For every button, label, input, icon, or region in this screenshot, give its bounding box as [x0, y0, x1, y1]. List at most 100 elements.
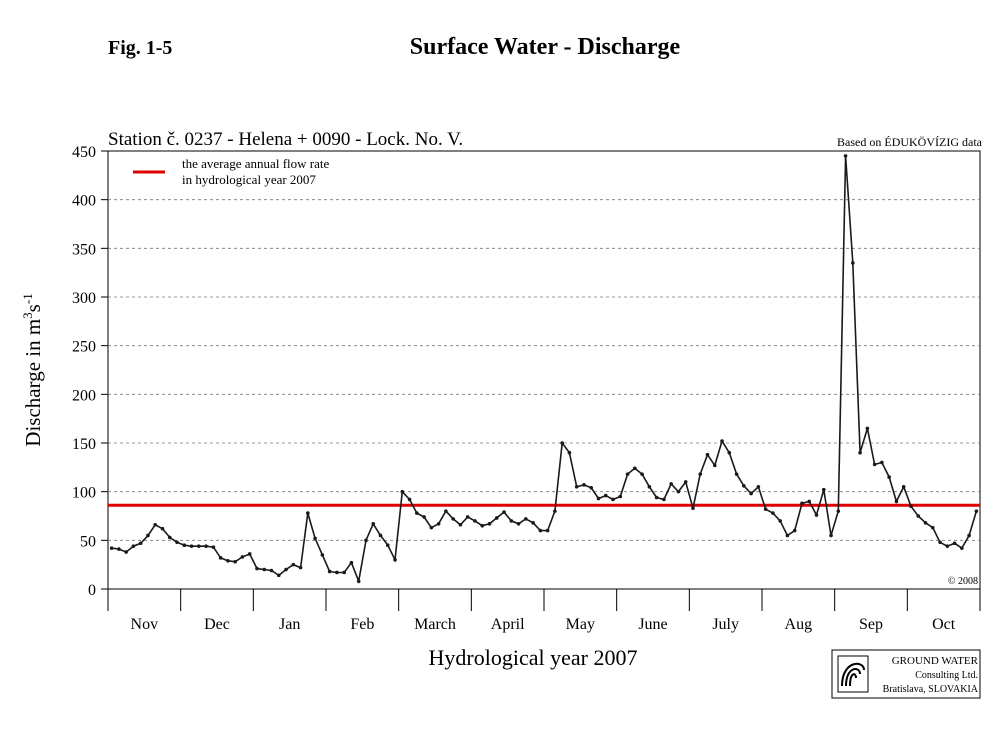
data-point [509, 519, 514, 523]
y-tick-label: 50 [80, 533, 96, 550]
data-point [858, 450, 862, 455]
series-line [111, 155, 978, 585]
data-point [916, 514, 921, 518]
x-tick-label: July [712, 616, 739, 633]
logo-line: GROUND WATER [892, 655, 979, 667]
data-point [494, 516, 499, 520]
data-point [901, 485, 906, 489]
data-point [465, 515, 470, 519]
data-point [385, 543, 390, 547]
data-point [211, 545, 216, 549]
data-point [407, 497, 412, 502]
data-point [189, 544, 194, 548]
y-tick-label: 350 [72, 241, 96, 258]
data-point [560, 441, 564, 445]
data-point [967, 533, 971, 538]
data-point [124, 550, 128, 554]
data-point [894, 499, 899, 504]
y-axis-label: Discharge in m3s-1 [20, 293, 45, 446]
data-point [516, 521, 521, 526]
data-point [306, 511, 310, 515]
y-label-part: Discharge in m [21, 319, 45, 447]
data-point [654, 495, 659, 500]
data-point [582, 483, 586, 487]
data-point [458, 522, 463, 527]
figure-label: Fig. 1-5 [108, 37, 172, 59]
source: Based on ÉDUKÖVÍZIG data [837, 135, 983, 149]
data-point [647, 485, 652, 489]
x-tick-label: Sep [859, 616, 883, 633]
data-point [204, 544, 208, 548]
data-point [567, 450, 572, 455]
chart-title: Surface Water - Discharge [410, 34, 681, 60]
y-label-part: 3 [20, 312, 35, 319]
logo-line: Consulting Ltd. [915, 670, 978, 681]
data-point [182, 543, 187, 547]
data-point [945, 544, 950, 548]
data-point [938, 540, 942, 545]
data-point [480, 523, 485, 528]
data-point [611, 497, 615, 502]
data-point [887, 475, 891, 479]
data-point [712, 463, 717, 468]
data-point [851, 261, 855, 265]
x-tick-label: March [414, 616, 456, 633]
data-point [662, 497, 666, 502]
data-point [952, 541, 957, 546]
data-point [473, 519, 477, 523]
data-point [669, 482, 673, 486]
data-point [836, 509, 841, 513]
data-point [451, 517, 455, 521]
data-point [749, 491, 753, 496]
data-point [756, 485, 761, 489]
data-point [524, 517, 528, 521]
data-point [160, 526, 165, 531]
y-tick-label: 200 [72, 387, 96, 404]
data-point [640, 472, 644, 476]
data-point [364, 538, 368, 543]
data-point [778, 519, 782, 523]
data-point [255, 566, 259, 571]
data-point [683, 480, 688, 484]
data-point [167, 535, 172, 540]
data-point [727, 450, 732, 455]
y-tick-label: 300 [72, 290, 96, 307]
data-point [117, 547, 121, 551]
data-point [720, 439, 724, 443]
data-point [633, 466, 637, 471]
data-point [226, 558, 230, 563]
y-tick-label: 450 [72, 144, 96, 161]
x-tick-label: Aug [785, 616, 813, 633]
data-point [415, 511, 419, 515]
data-point [923, 521, 928, 525]
x-tick-label: Nov [131, 616, 159, 633]
data-point [676, 489, 681, 494]
logo-waves [841, 662, 865, 687]
data-point [531, 521, 535, 525]
data-point [109, 546, 114, 550]
data-point [603, 493, 608, 498]
x-tick-label: Dec [204, 616, 230, 633]
logo-box [831, 649, 981, 699]
data-point [698, 472, 703, 476]
data-point [865, 426, 870, 431]
data-point [785, 533, 790, 538]
data-point [378, 533, 383, 538]
data-point [807, 499, 812, 504]
legend-label: the average annual flow rate [182, 156, 329, 171]
subtitle: Station č. 0237 - Helena + 0090 - Lock. … [108, 129, 463, 150]
y-tick-label: 250 [72, 339, 96, 356]
data-point [436, 521, 441, 526]
x-tick-label: Oct [932, 616, 956, 633]
data-point [175, 540, 179, 545]
data-point [233, 559, 237, 564]
data-point [327, 569, 332, 574]
data-point [313, 536, 317, 541]
data-point [742, 484, 746, 488]
data-point [589, 485, 594, 490]
data-point [276, 573, 281, 578]
data-point [502, 510, 506, 514]
copyright: © 2008 [948, 576, 978, 587]
x-tick-label: Feb [350, 616, 374, 633]
